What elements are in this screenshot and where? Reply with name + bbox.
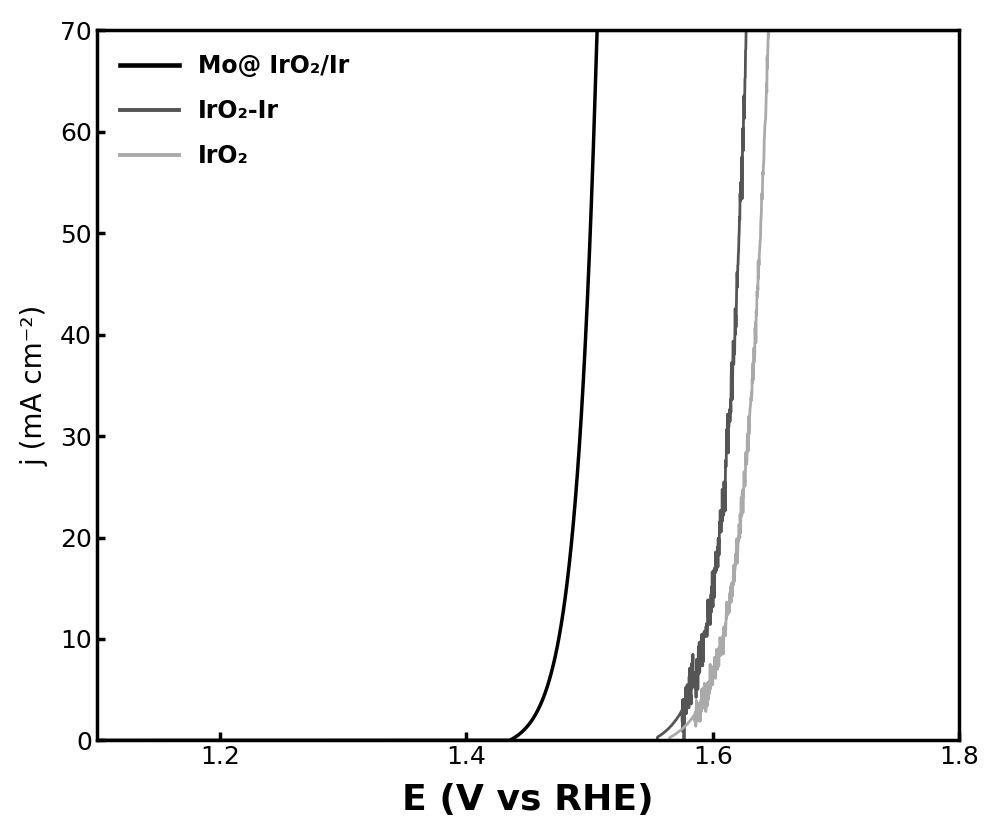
- Mo@ IrO₂/Ir: [591, 25, 603, 35]
- IrO₂-Ir: [91, 736, 103, 746]
- IrO₂-Ir: [459, 736, 471, 746]
- Y-axis label: j (mA cm⁻²): j (mA cm⁻²): [21, 305, 49, 466]
- IrO₂: [844, 25, 856, 35]
- Line: IrO₂: IrO₂: [97, 30, 959, 741]
- IrO₂-Ir: [240, 736, 252, 746]
- IrO₂: [762, 25, 774, 35]
- IrO₂-Ir: [953, 25, 965, 35]
- IrO₂-Ir: [740, 25, 752, 35]
- IrO₂-Ir: [421, 736, 433, 746]
- Mo@ IrO₂/Ir: [844, 25, 856, 35]
- Line: Mo@ IrO₂/Ir: Mo@ IrO₂/Ir: [97, 30, 959, 741]
- IrO₂: [421, 736, 433, 746]
- Mo@ IrO₂/Ir: [240, 736, 252, 746]
- IrO₂: [240, 736, 252, 746]
- Mo@ IrO₂/Ir: [91, 736, 103, 746]
- IrO₂: [953, 25, 965, 35]
- IrO₂: [189, 736, 201, 746]
- Mo@ IrO₂/Ir: [953, 25, 965, 35]
- Mo@ IrO₂/Ir: [189, 736, 201, 746]
- IrO₂-Ir: [937, 25, 949, 35]
- IrO₂: [937, 25, 949, 35]
- X-axis label: E (V vs RHE): E (V vs RHE): [402, 784, 654, 817]
- Mo@ IrO₂/Ir: [937, 25, 949, 35]
- IrO₂-Ir: [844, 25, 856, 35]
- IrO₂: [459, 736, 471, 746]
- Line: IrO₂-Ir: IrO₂-Ir: [97, 30, 959, 741]
- IrO₂-Ir: [189, 736, 201, 746]
- IrO₂: [91, 736, 103, 746]
- Legend: Mo@ IrO₂/Ir, IrO₂-Ir, IrO₂: Mo@ IrO₂/Ir, IrO₂-Ir, IrO₂: [108, 42, 361, 180]
- Mo@ IrO₂/Ir: [459, 736, 471, 746]
- Mo@ IrO₂/Ir: [421, 736, 433, 746]
